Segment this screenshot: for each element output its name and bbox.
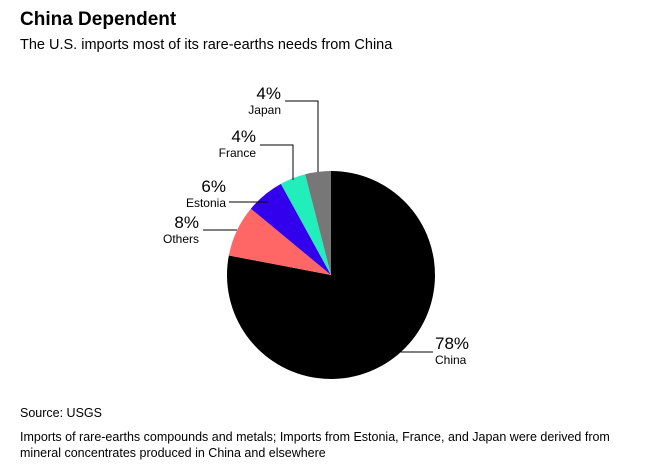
slice-name-label-others: Others	[163, 232, 199, 246]
chart-title: China Dependent	[20, 9, 177, 30]
slice-name-label-france: France	[219, 146, 257, 160]
pie-slice-japan	[305, 171, 331, 275]
slice-value-label-estonia: 6%	[201, 177, 226, 196]
slice-value-label-others: 8%	[174, 213, 199, 232]
source-note: Source: USGS	[20, 406, 102, 420]
slice-name-label-japan: Japan	[248, 103, 281, 117]
leader-line-japan	[285, 100, 319, 172]
chart-subtitle: The U.S. imports most of its rare-earths…	[20, 37, 393, 53]
leader-line-france	[260, 144, 294, 180]
pie-slice-estonia	[250, 183, 331, 275]
slice-value-label-france: 4%	[231, 127, 256, 146]
slice-value-label-japan: 4%	[256, 84, 281, 103]
pie-slice-others	[228, 208, 331, 275]
slice-name-label-china: China	[435, 353, 467, 367]
slice-name-label-estonia: Estonia	[186, 196, 226, 210]
slice-value-label-china: 78%	[435, 334, 469, 353]
pie-slice-france	[280, 174, 331, 275]
footnote: Imports of rare-earths compounds and met…	[20, 430, 610, 460]
